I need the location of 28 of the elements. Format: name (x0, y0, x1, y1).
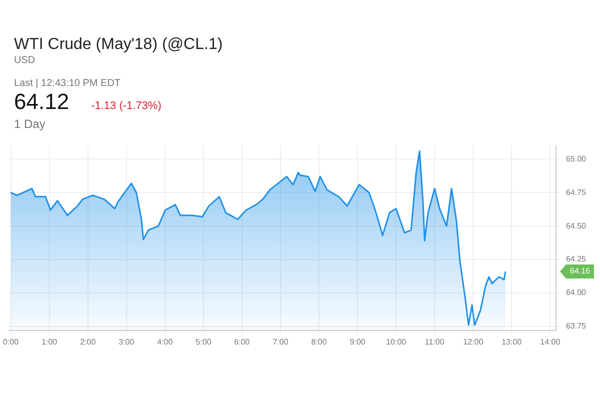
x-tick-label: 13:00 (502, 337, 522, 346)
y-tick-label: 65.00 (566, 154, 587, 164)
x-tick-label: 7:00 (272, 337, 289, 346)
x-tick-label: 3:00 (118, 337, 135, 346)
x-tick-label: 14:00 (540, 337, 561, 346)
x-tick-label: 4:00 (157, 337, 174, 346)
x-tick-label: 8:00 (311, 337, 328, 346)
text: 64.12 (14, 89, 70, 115)
y-tick-label: 64.25 (566, 254, 587, 264)
x-tick-label: 11:00 (424, 337, 445, 346)
chart-subtitle: USD (14, 55, 36, 66)
text: 64.16 (570, 266, 591, 276)
y-tick-label: 64.00 (566, 288, 587, 298)
x-tick-label: 10:00 (386, 337, 407, 346)
y-tick-label: 64.50 (566, 221, 587, 230)
y-tick-label: 63.75 (566, 322, 587, 331)
x-tick-label: 1:00 (42, 337, 58, 346)
x-tick-label: 5:00 (196, 337, 212, 346)
text: Last | 12:43:10 PM EDT (14, 78, 122, 89)
text: 1 Day (14, 117, 46, 131)
x-tick-label: 12:00 (463, 337, 484, 346)
chart-title: WTI Crude (May'18) (@CL.1) (14, 36, 224, 54)
text: -1.13 (-1.73%) (91, 100, 162, 112)
x-tick-label: 6:00 (234, 337, 250, 346)
x-tick-label: 2:00 (80, 337, 96, 346)
x-tick-label: 9:00 (350, 337, 366, 346)
y-tick-label: 64.75 (566, 188, 587, 197)
x-tick-label: 0:00 (3, 337, 20, 346)
